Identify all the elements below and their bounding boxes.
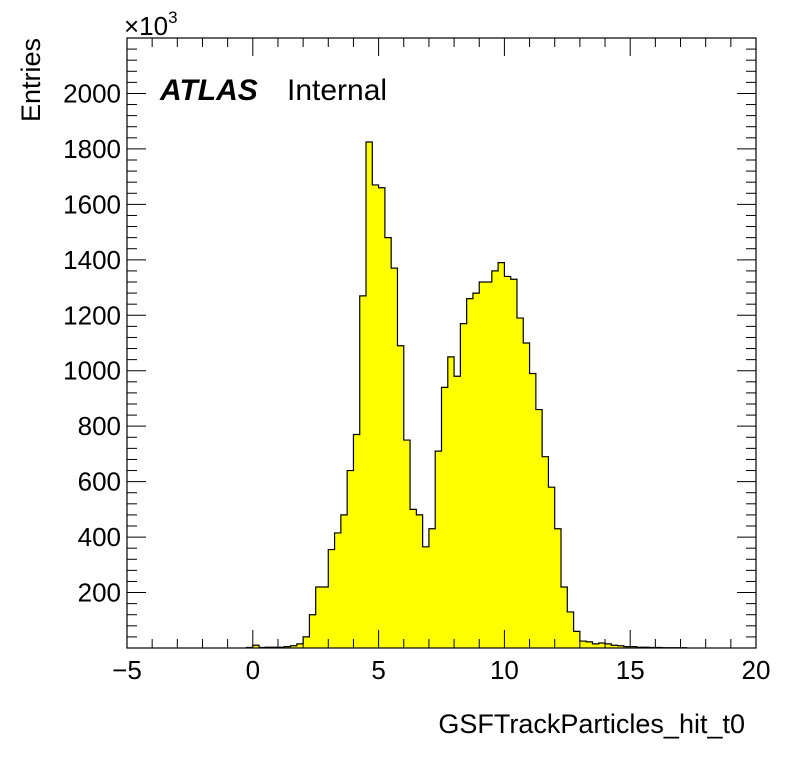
histogram-bin xyxy=(290,645,298,648)
histogram-bin xyxy=(586,641,593,648)
histogram-bin xyxy=(472,293,480,648)
y-axis-title: Entries xyxy=(16,38,46,122)
x-tick-label: 5 xyxy=(371,655,385,685)
x-axis-title: GSFTrackParticles_hit_t0 xyxy=(438,709,745,739)
histogram-bin xyxy=(535,409,543,648)
y-tick-label: 2000 xyxy=(63,78,121,108)
histogram-bin xyxy=(353,434,361,648)
histogram-bin xyxy=(516,318,524,648)
y-tick-label: 1200 xyxy=(63,300,121,330)
x-tick-labels: −5 0 5 10 15 20 xyxy=(112,655,770,685)
y-multiplier: ×103 xyxy=(124,8,178,41)
histogram-bin xyxy=(296,643,304,648)
y-tick-label: 600 xyxy=(78,467,121,497)
histogram-bin xyxy=(309,614,317,648)
histogram-bin xyxy=(510,279,518,648)
histogram-bin xyxy=(416,514,424,648)
histogram-bin xyxy=(315,587,323,648)
histogram-bin xyxy=(435,451,442,648)
histogram-bin xyxy=(340,514,348,648)
histogram-bin xyxy=(491,270,499,648)
x-tick-label: 15 xyxy=(616,655,645,685)
y-tick-label: 400 xyxy=(78,522,121,552)
histogram-bin xyxy=(623,646,631,648)
histogram-bin xyxy=(422,546,430,648)
y-multiplier-base: ×10 xyxy=(124,11,168,41)
x-tick-label: 10 xyxy=(490,655,519,685)
histogram-bin xyxy=(410,509,417,648)
histogram-bin xyxy=(561,587,568,648)
histogram-bin xyxy=(378,187,386,648)
x-tick-label: 0 xyxy=(246,655,260,685)
histogram-bars xyxy=(246,141,688,649)
histogram-bin xyxy=(485,282,493,648)
histogram-bin xyxy=(498,262,505,648)
internal-label: Internal xyxy=(287,74,387,107)
histogram-bin xyxy=(384,237,392,649)
histogram-bin xyxy=(366,141,373,648)
histogram-bin xyxy=(397,345,405,648)
histogram-bin xyxy=(592,643,600,648)
histogram-bin xyxy=(548,487,556,648)
histogram-bin xyxy=(447,356,455,648)
axis-ticks xyxy=(126,37,757,649)
histogram-bin xyxy=(504,276,512,648)
histogram-bin xyxy=(359,295,367,648)
x-tick-label: 20 xyxy=(742,655,771,685)
y-multiplier-exponent: 3 xyxy=(168,8,177,27)
histogram-bin xyxy=(611,645,619,648)
y-tick-label: 800 xyxy=(78,411,121,441)
histogram-bin xyxy=(328,549,335,648)
y-tick-label: 1600 xyxy=(63,189,121,219)
histogram-bin xyxy=(454,376,461,648)
histogram-bin xyxy=(284,646,291,648)
histogram-bin xyxy=(372,184,379,649)
histogram-bin xyxy=(460,323,468,648)
histogram-bin xyxy=(391,268,398,648)
histogram-bin xyxy=(630,646,637,648)
y-tick-label: 1800 xyxy=(63,134,121,164)
histogram-bin xyxy=(542,456,549,648)
histogram-bin xyxy=(554,528,562,648)
histogram-bin xyxy=(466,298,474,648)
histogram-bin xyxy=(428,528,436,648)
plot-frame xyxy=(126,37,757,649)
x-tick-label: −5 xyxy=(112,655,142,685)
histogram-bin xyxy=(573,631,581,648)
histogram-outline xyxy=(245,141,688,649)
histogram-bin xyxy=(347,470,354,648)
y-tick-label: 1400 xyxy=(63,245,121,275)
histogram-bin xyxy=(617,645,625,648)
histogram-bin xyxy=(529,373,537,648)
y-tick-labels: 200 400 600 800 1000 1200 1400 1600 1800 2000 xyxy=(63,78,121,607)
histogram-bin xyxy=(403,440,411,648)
histogram-bin xyxy=(567,611,574,648)
histogram-bin xyxy=(579,641,587,648)
histogram-bin xyxy=(441,387,449,648)
y-tick-label: 200 xyxy=(78,578,121,608)
histogram-bin xyxy=(252,645,260,648)
histogram-bin xyxy=(605,643,612,648)
histogram-bin xyxy=(303,636,310,648)
histogram-bin xyxy=(598,643,606,648)
histogram-bin xyxy=(523,343,530,648)
histogram-bin xyxy=(321,587,329,648)
atlas-label: ATLAS xyxy=(159,74,258,107)
histogram-bin xyxy=(334,532,342,648)
y-tick-label: 1000 xyxy=(63,356,121,386)
histogram-bin xyxy=(479,282,486,648)
